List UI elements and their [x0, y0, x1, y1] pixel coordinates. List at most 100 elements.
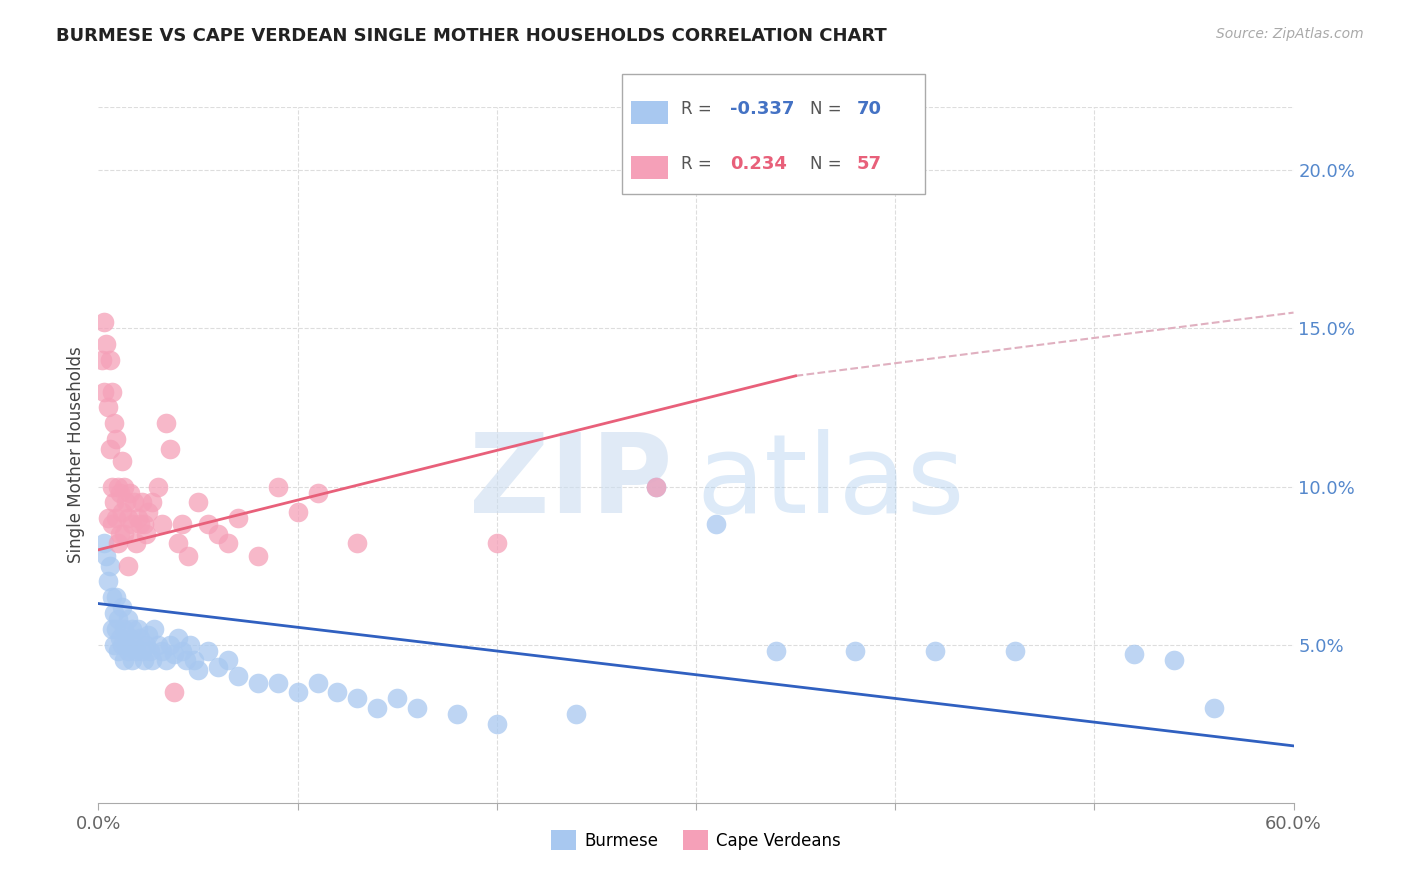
Point: [134, 653, 156, 667]
Point: [103, 638, 125, 652]
Point: [121, 622, 143, 636]
Point: [103, 417, 125, 431]
Point: [326, 685, 349, 699]
Point: [217, 653, 239, 667]
Point: [124, 495, 146, 509]
Point: [121, 653, 143, 667]
Point: [131, 495, 153, 509]
Point: [924, 644, 946, 658]
Point: [93, 384, 115, 399]
Text: R =: R =: [681, 155, 717, 173]
Point: [111, 599, 134, 614]
Point: [1004, 644, 1026, 658]
Point: [139, 644, 162, 658]
Point: [167, 536, 190, 550]
Point: [136, 505, 159, 519]
Point: [148, 638, 170, 652]
Point: [485, 536, 508, 550]
Point: [1123, 647, 1146, 661]
Point: [135, 638, 157, 652]
Point: [115, 638, 138, 652]
Point: [1202, 701, 1225, 715]
Point: [101, 517, 124, 532]
Point: [107, 612, 129, 626]
Text: 0.234: 0.234: [730, 155, 787, 173]
Point: [107, 536, 129, 550]
Point: [565, 707, 588, 722]
Point: [287, 685, 309, 699]
Point: [105, 622, 128, 636]
Point: [110, 632, 132, 646]
Legend: Burmese, Cape Verdeans: Burmese, Cape Verdeans: [544, 823, 848, 857]
Point: [174, 653, 197, 667]
Point: [120, 632, 142, 646]
Point: [187, 663, 209, 677]
Point: [101, 384, 124, 399]
Point: [307, 486, 329, 500]
Point: [124, 638, 146, 652]
Text: ZIP: ZIP: [468, 429, 672, 536]
Point: [844, 644, 866, 658]
Point: [93, 536, 115, 550]
Point: [177, 549, 200, 563]
Point: [98, 558, 122, 573]
Point: [107, 644, 129, 658]
Point: [172, 644, 194, 658]
Point: [107, 479, 129, 493]
Text: 70: 70: [856, 100, 882, 118]
Point: [155, 417, 177, 431]
Text: atlas: atlas: [696, 429, 965, 536]
Point: [141, 495, 163, 509]
Point: [765, 644, 787, 658]
Point: [307, 675, 329, 690]
Point: [267, 479, 290, 493]
Y-axis label: Single Mother Households: Single Mother Households: [66, 347, 84, 563]
Point: [117, 511, 139, 525]
Point: [105, 511, 128, 525]
Point: [159, 442, 181, 456]
Point: [96, 337, 118, 351]
Point: [97, 511, 120, 525]
Text: 57: 57: [856, 155, 882, 173]
Point: [101, 591, 124, 605]
Point: [485, 716, 508, 731]
Point: [226, 669, 249, 683]
Point: [111, 505, 134, 519]
Point: [385, 691, 409, 706]
Text: -0.337: -0.337: [730, 100, 794, 118]
Point: [105, 432, 128, 446]
Point: [129, 632, 152, 646]
Point: [141, 653, 163, 667]
Point: [148, 479, 170, 493]
Point: [159, 638, 181, 652]
Point: [135, 527, 157, 541]
Point: [217, 536, 239, 550]
Point: [155, 653, 177, 667]
Point: [101, 479, 124, 493]
Point: [110, 486, 132, 500]
Point: [120, 486, 142, 500]
Point: [93, 315, 115, 329]
Point: [167, 632, 190, 646]
Point: [103, 495, 125, 509]
Point: [121, 517, 143, 532]
Point: [117, 558, 139, 573]
Point: [197, 517, 219, 532]
Point: [134, 517, 156, 532]
Point: [115, 495, 138, 509]
Point: [117, 612, 139, 626]
Point: [187, 495, 209, 509]
Point: [207, 660, 229, 674]
FancyBboxPatch shape: [621, 74, 925, 194]
Point: [98, 442, 122, 456]
Point: [150, 644, 173, 658]
Point: [1163, 653, 1185, 667]
Point: [110, 527, 132, 541]
Point: [129, 517, 152, 532]
Point: [112, 622, 135, 636]
Point: [127, 511, 149, 525]
Point: [101, 622, 124, 636]
Point: [91, 353, 114, 368]
Point: [163, 647, 186, 661]
Text: Source: ZipAtlas.com: Source: ZipAtlas.com: [1216, 27, 1364, 41]
